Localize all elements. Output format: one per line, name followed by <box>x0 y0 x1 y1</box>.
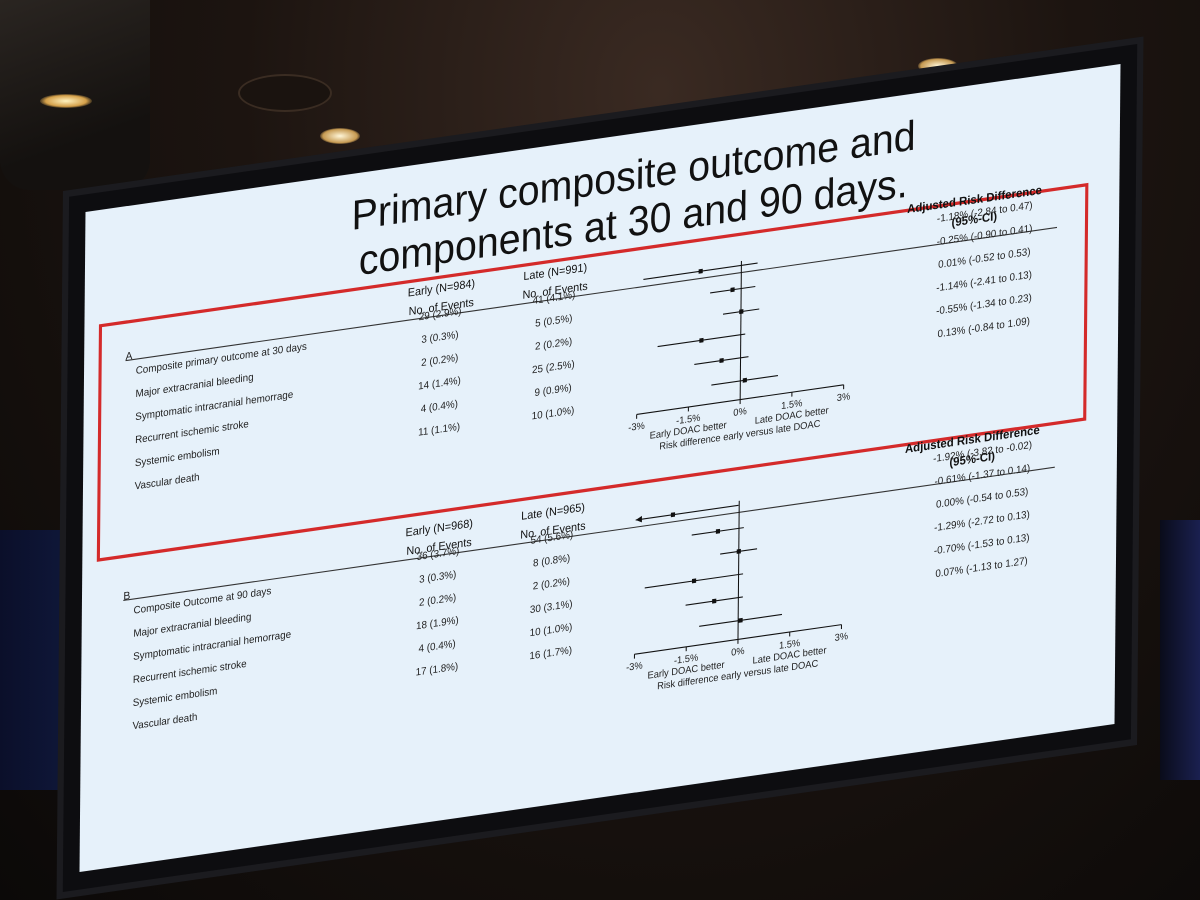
ceiling-vent <box>238 74 332 112</box>
late-events: 2 (0.2%) <box>532 575 571 593</box>
row-label: Recurrent ischemic stroke <box>132 658 247 687</box>
panel-label: A <box>125 350 133 364</box>
x-tick-label: -3% <box>628 420 645 434</box>
row-label: Vascular death <box>132 711 198 733</box>
point-estimate <box>736 548 741 554</box>
x-tick-label: 0% <box>733 406 747 419</box>
early-events: 4 (0.4%) <box>418 638 456 656</box>
panel-a: A Early (N=984) No. of Events Late (N=99… <box>103 181 1099 609</box>
early-events: 3 (0.3%) <box>419 568 457 587</box>
point-estimate <box>698 268 703 274</box>
point-estimate <box>712 598 717 604</box>
point-estimate <box>742 377 747 383</box>
ci-arrow <box>635 515 642 523</box>
row-label: Systemic embolism <box>134 445 220 470</box>
early-events: 3 (0.3%) <box>421 328 459 347</box>
panel-b: B Early (N=968) No. of Events Late (N=96… <box>100 421 1096 849</box>
early-events: 2 (0.2%) <box>418 591 457 610</box>
early-events: 18 (1.9%) <box>415 614 459 633</box>
ceiling-light <box>918 58 958 74</box>
x-tick-label: 1.5% <box>779 638 801 652</box>
x-tick-label: 1.5% <box>781 398 803 412</box>
late-events: 10 (1.0%) <box>531 404 575 423</box>
zero-reference-line <box>739 256 742 400</box>
early-events: 2 (0.2%) <box>421 352 459 370</box>
point-estimate <box>670 512 676 518</box>
x-tick-label: 3% <box>837 391 851 404</box>
late-events: 8 (0.8%) <box>532 552 571 570</box>
point-estimate <box>691 578 697 584</box>
ci-whisker <box>635 504 739 521</box>
x-tick-label: -3% <box>626 660 643 674</box>
point-estimate <box>715 528 721 534</box>
spotlight-lamp <box>40 94 92 108</box>
x-tick-label: -1.5% <box>674 652 699 667</box>
late-events: 25 (2.5%) <box>531 358 575 377</box>
late-events: 30 (3.1%) <box>529 598 573 617</box>
zero-reference-line <box>737 496 740 640</box>
early-events: 14 (1.4%) <box>418 374 461 393</box>
row-label: Vascular death <box>134 471 200 493</box>
late-events: 16 (1.7%) <box>529 644 573 663</box>
late-events: 5 (0.5%) <box>535 312 573 331</box>
x-tick-label: 3% <box>835 631 849 644</box>
point-estimate <box>719 358 724 364</box>
point-estimate <box>699 337 704 343</box>
ceiling-light <box>320 128 360 144</box>
point-estimate <box>738 617 743 623</box>
late-events: 2 (0.2%) <box>534 335 573 354</box>
early-events: 11 (1.1%) <box>418 420 461 440</box>
late-events: 9 (0.9%) <box>534 381 572 400</box>
late-events: 10 (1.0%) <box>529 621 573 640</box>
row-label: Recurrent ischemic stroke <box>135 418 249 447</box>
row-label: Systemic embolism <box>132 685 218 710</box>
x-tick-label: 0% <box>731 646 745 659</box>
early-events: 17 (1.8%) <box>415 660 459 679</box>
point-estimate <box>730 287 735 293</box>
room-wall-right <box>1160 520 1200 780</box>
point-estimate <box>739 309 744 315</box>
projector-screen: Primary composite outcome and components… <box>79 64 1121 872</box>
x-tick-label: -1.5% <box>676 412 701 427</box>
x-axis <box>634 624 842 655</box>
room-wall-left <box>0 530 90 790</box>
panel-label: B <box>123 590 131 604</box>
early-events: 4 (0.4%) <box>420 398 458 416</box>
